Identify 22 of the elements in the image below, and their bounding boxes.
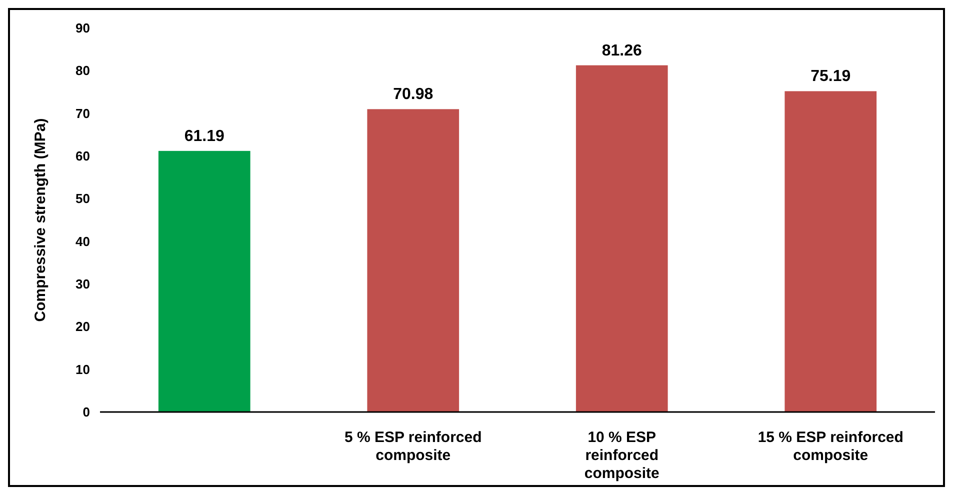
y-tick-label: 30 (76, 276, 90, 292)
y-tick-label: 20 (76, 319, 90, 334)
y-tick-label: 80 (76, 63, 90, 78)
data-label: 70.98 (393, 86, 434, 104)
y-axis-title: Compressive strength (MPa) (32, 118, 49, 322)
y-tick-label: 70 (76, 106, 90, 121)
bar (367, 109, 460, 412)
x-tick-label: 15 % ESP reinforced composite (758, 429, 904, 464)
y-tick-label: 60 (76, 148, 90, 164)
y-tick-label: 40 (76, 234, 90, 249)
data-label: 61.19 (184, 128, 224, 145)
y-tick-label: 0 (82, 404, 90, 420)
y-tick-label: 90 (76, 20, 90, 36)
data-label: 81.26 (602, 42, 642, 60)
bar (576, 65, 668, 412)
data-label: 75.19 (810, 68, 851, 86)
bar (158, 150, 250, 412)
bar (784, 91, 877, 412)
x-tick-label: 10 % ESP reinforced composite (584, 429, 660, 482)
y-tick-label: 50 (76, 191, 90, 206)
x-tick-label: 5 % ESP reinforced composite (344, 429, 482, 464)
y-tick-label: 10 (76, 362, 90, 377)
